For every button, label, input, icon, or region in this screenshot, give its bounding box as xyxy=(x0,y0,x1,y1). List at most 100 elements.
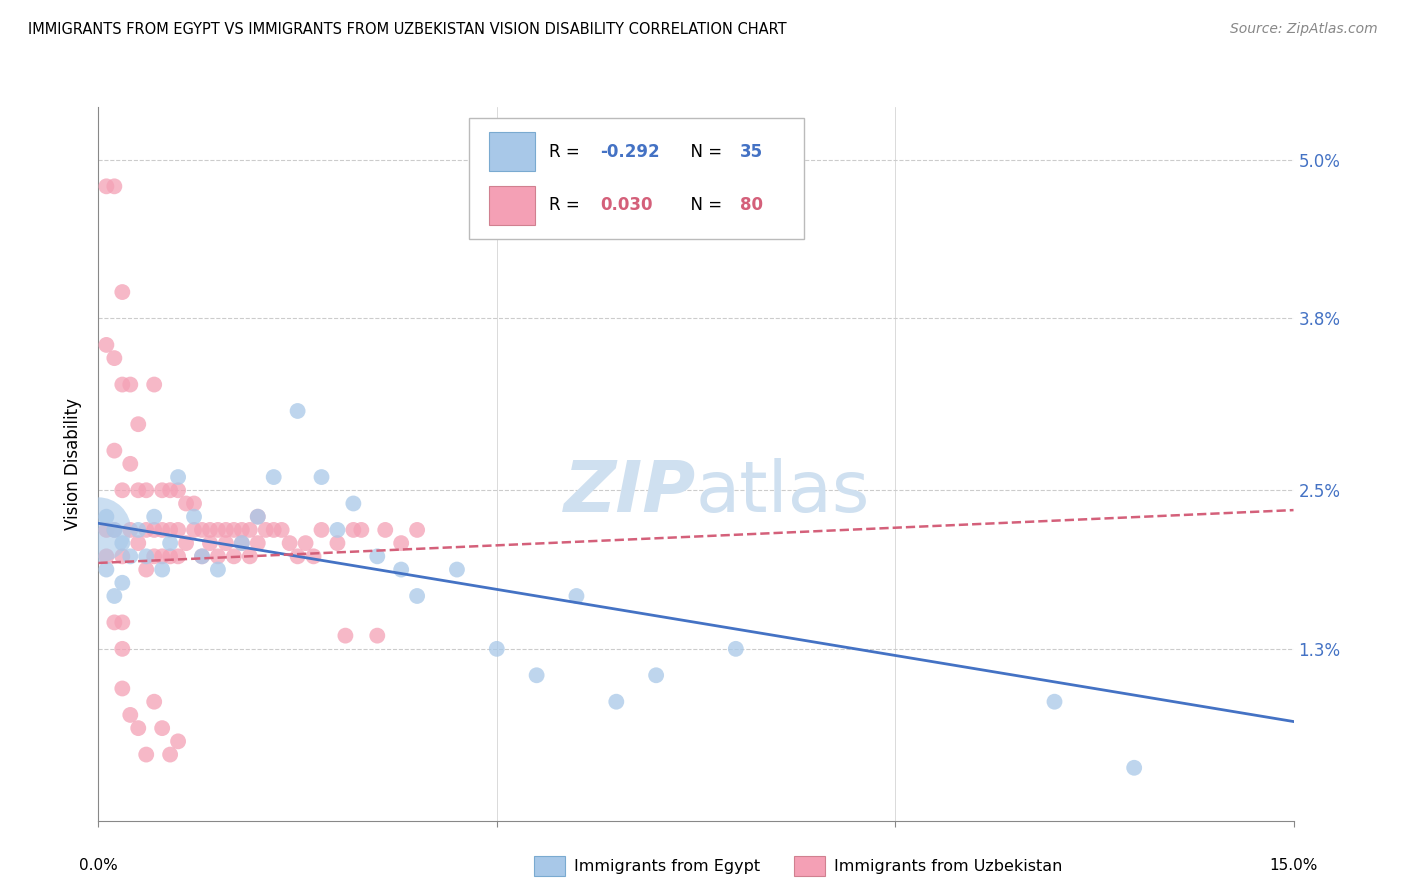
Point xyxy=(246,509,269,524)
Point xyxy=(406,589,429,603)
Point xyxy=(231,536,253,550)
Point xyxy=(366,549,388,564)
Point xyxy=(374,523,396,537)
Point xyxy=(111,575,134,590)
Text: Source: ZipAtlas.com: Source: ZipAtlas.com xyxy=(1230,22,1378,37)
Point xyxy=(159,536,181,550)
Point xyxy=(167,483,190,498)
Point xyxy=(103,179,125,194)
Bar xyxy=(489,186,534,225)
Point xyxy=(111,285,134,299)
Point xyxy=(263,523,285,537)
Point xyxy=(335,629,357,643)
Point xyxy=(389,563,412,577)
Point xyxy=(150,549,173,564)
Point xyxy=(287,549,309,564)
Point xyxy=(120,707,142,722)
Point xyxy=(342,496,364,510)
Point xyxy=(143,377,166,392)
Text: 0.030: 0.030 xyxy=(600,196,652,214)
Point xyxy=(239,549,262,564)
Point xyxy=(1123,761,1146,775)
Point xyxy=(215,523,238,537)
Point xyxy=(167,523,190,537)
Text: N =: N = xyxy=(681,196,728,214)
Point xyxy=(645,668,668,682)
Text: 35: 35 xyxy=(740,143,763,161)
Point xyxy=(103,523,125,537)
Point xyxy=(135,523,157,537)
Point xyxy=(215,536,238,550)
Bar xyxy=(489,132,534,171)
Point xyxy=(565,589,588,603)
Point xyxy=(150,721,173,735)
Point xyxy=(143,523,166,537)
Point xyxy=(342,523,364,537)
Point xyxy=(111,681,134,696)
Text: IMMIGRANTS FROM EGYPT VS IMMIGRANTS FROM UZBEKISTAN VISION DISABILITY CORRELATIO: IMMIGRANTS FROM EGYPT VS IMMIGRANTS FROM… xyxy=(28,22,787,37)
Text: 0.0%: 0.0% xyxy=(79,857,118,872)
Point xyxy=(605,695,627,709)
Point xyxy=(198,536,221,550)
Point xyxy=(143,509,166,524)
Point xyxy=(159,747,181,762)
Point xyxy=(724,641,747,656)
Point xyxy=(159,549,181,564)
Point xyxy=(207,563,229,577)
Point xyxy=(96,523,118,537)
Point xyxy=(167,734,190,748)
Point xyxy=(311,470,333,484)
Point xyxy=(167,549,190,564)
Point xyxy=(198,523,221,537)
Point xyxy=(103,351,125,365)
Point xyxy=(103,523,125,537)
Point xyxy=(222,549,245,564)
Point xyxy=(120,457,142,471)
Point xyxy=(96,509,118,524)
Point xyxy=(103,615,125,630)
Point xyxy=(270,523,292,537)
Point xyxy=(127,523,149,537)
Text: Immigrants from Egypt: Immigrants from Egypt xyxy=(574,859,759,873)
Point xyxy=(150,523,173,537)
Point xyxy=(120,523,142,537)
Point xyxy=(127,417,149,432)
Point xyxy=(174,496,197,510)
Text: atlas: atlas xyxy=(696,458,870,527)
Text: R =: R = xyxy=(548,196,585,214)
Point xyxy=(150,483,173,498)
Point xyxy=(231,523,253,537)
Point xyxy=(326,536,349,550)
Point xyxy=(350,523,373,537)
Point xyxy=(1043,695,1066,709)
Y-axis label: Vision Disability: Vision Disability xyxy=(65,398,83,530)
Point xyxy=(246,509,269,524)
Point xyxy=(150,563,173,577)
Point xyxy=(143,549,166,564)
Point xyxy=(191,549,214,564)
Text: Immigrants from Uzbekistan: Immigrants from Uzbekistan xyxy=(834,859,1062,873)
Point xyxy=(311,523,333,537)
Point xyxy=(120,377,142,392)
Point xyxy=(135,483,157,498)
Point xyxy=(174,536,197,550)
Point xyxy=(191,549,214,564)
Point xyxy=(183,523,205,537)
Point xyxy=(111,377,134,392)
Point xyxy=(294,536,316,550)
Point xyxy=(263,470,285,484)
Point xyxy=(111,483,134,498)
Point xyxy=(485,641,508,656)
Point xyxy=(111,641,134,656)
FancyBboxPatch shape xyxy=(470,118,804,239)
Point xyxy=(406,523,429,537)
Point xyxy=(143,695,166,709)
Point xyxy=(96,179,118,194)
Point xyxy=(207,523,229,537)
Text: N =: N = xyxy=(681,143,728,161)
Point xyxy=(127,721,149,735)
Point xyxy=(127,536,149,550)
Point xyxy=(287,404,309,418)
Point xyxy=(366,629,388,643)
Point xyxy=(254,523,277,537)
